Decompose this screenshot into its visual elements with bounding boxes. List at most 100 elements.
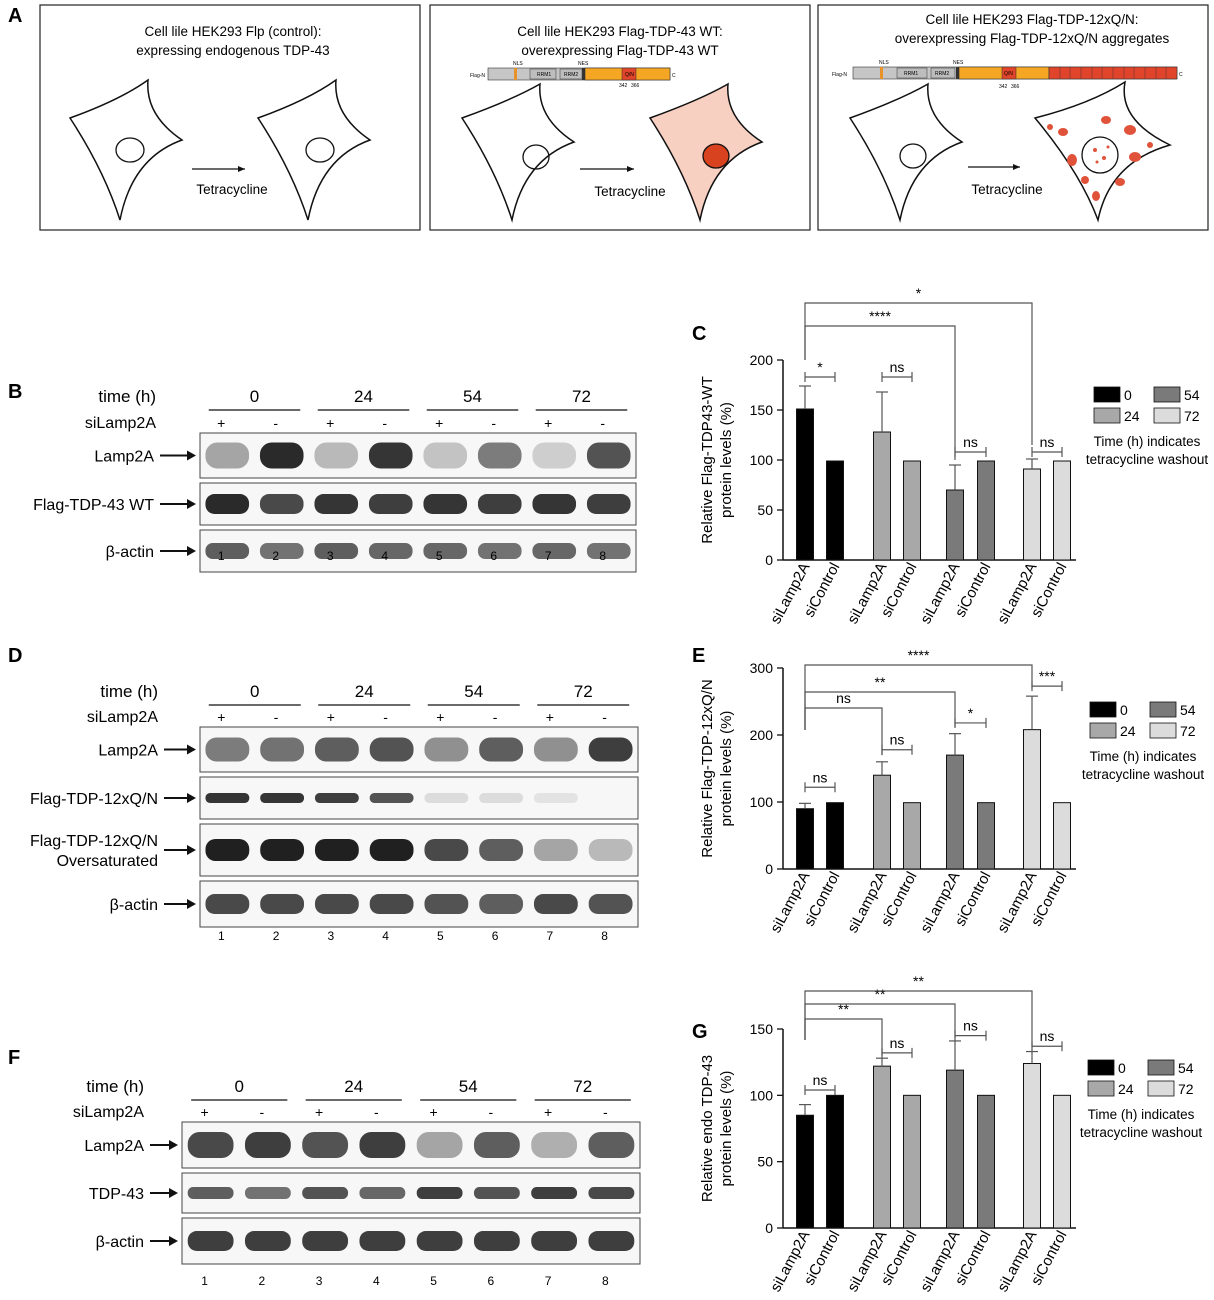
- row-arrow-head: [187, 546, 196, 556]
- row-arrow-head: [187, 450, 196, 461]
- panel-a-box-control: Cell lile HEK293 Flp (control): expressi…: [39, 4, 421, 231]
- significance-bracket-long: [804, 691, 956, 730]
- chart-g: 0 50 100 150 Relative endo TDP-43 protein lev…: [699, 973, 1076, 1295]
- blot-band: [533, 839, 578, 861]
- chart-e: 0 100 200 300 Relative Flag-TDP-12xQ/N protei…: [699, 647, 1076, 936]
- panel-letter-g: G: [692, 1021, 708, 1043]
- blot-band: [588, 737, 633, 762]
- legend-note-line1: Time (h) indicates: [1088, 1107, 1195, 1122]
- lane-sign: -: [260, 1104, 265, 1120]
- blot-row-label: Flag-TDP-12xQ/N: [30, 791, 158, 808]
- blot-band: [532, 543, 577, 559]
- bar: [946, 489, 964, 561]
- row-arrow-head: [187, 899, 196, 909]
- legend-note-line1: Time (h) indicates: [1090, 749, 1197, 764]
- lane-number: 6: [492, 929, 499, 943]
- bar: [977, 1094, 995, 1229]
- significance-label: **: [913, 973, 924, 989]
- blot-band: [532, 494, 577, 514]
- time-value: 54: [463, 387, 482, 406]
- blot-band: [588, 894, 633, 914]
- blot-row-label: TDP-43: [89, 1186, 144, 1203]
- blot-band: [259, 442, 304, 469]
- significance-label: ns: [836, 690, 851, 706]
- time-value: 24: [344, 1077, 363, 1096]
- blot-band: [314, 793, 359, 803]
- blot-row-label: β-actin: [96, 1234, 144, 1251]
- blot-band: [473, 1187, 520, 1199]
- blot-row-label: Lamp2A: [98, 743, 158, 760]
- lane-number: 5: [436, 549, 443, 563]
- legend-swatch: [1089, 701, 1117, 718]
- legend-swatch: [1093, 407, 1121, 424]
- lane-sign: -: [602, 709, 607, 725]
- blot-row-flag-qn: Flag-TDP-12xQ/N: [30, 776, 639, 820]
- panel-letter-e: E: [692, 645, 705, 667]
- lane-sign: -: [374, 1104, 379, 1120]
- cell-shape: [256, 78, 372, 221]
- significance-label: *: [968, 705, 974, 721]
- blot-row-label: Lamp2A: [94, 449, 154, 466]
- y-tick-label: 0: [765, 861, 773, 877]
- legend-label: 72: [1180, 723, 1196, 739]
- legend-label: 54: [1184, 387, 1200, 403]
- silamp2a-label: siLamp2A: [73, 1104, 144, 1121]
- lane-number: 6: [490, 549, 497, 563]
- category-label: siLamp2A: [994, 869, 1040, 936]
- bar: [946, 1069, 964, 1229]
- time-value: 72: [574, 682, 593, 701]
- lane-sign: +: [430, 1104, 438, 1120]
- row-arrow-head: [187, 793, 196, 803]
- category-label: siLamp2A: [767, 869, 813, 936]
- blot-band: [588, 1231, 635, 1251]
- blot-band: [260, 839, 305, 861]
- blot-band: [260, 737, 305, 762]
- bar: [796, 808, 814, 870]
- significance-label: **: [875, 674, 886, 690]
- time-value: 24: [355, 682, 374, 701]
- legend-label: 24: [1120, 723, 1136, 739]
- y-tick-label: 200: [750, 352, 774, 368]
- lane-number: 4: [373, 1274, 380, 1288]
- time-label: time (h): [86, 1077, 144, 1096]
- legend-label: 24: [1124, 408, 1140, 424]
- row-arrow-head: [169, 1236, 178, 1246]
- lane-sign: -: [489, 1104, 494, 1120]
- lane-sign: +: [217, 415, 225, 431]
- cell-shape: [848, 82, 964, 223]
- blot-band: [533, 737, 578, 762]
- lane-sign: -: [491, 415, 496, 431]
- silamp2a-label: siLamp2A: [87, 709, 158, 726]
- lane-number: 4: [381, 549, 388, 563]
- bar: [946, 754, 964, 870]
- significance-label: ns: [1040, 434, 1055, 450]
- blot-band: [369, 839, 414, 861]
- time-value: 54: [464, 682, 483, 701]
- y-tick-label: 0: [765, 552, 773, 568]
- lane-number: 5: [430, 1274, 437, 1288]
- panel-letter-a: A: [8, 5, 22, 27]
- bar: [826, 460, 844, 561]
- significance-label: ****: [869, 308, 891, 324]
- blot-row-flag-tdp43: Flag-TDP-43 WT: [33, 482, 637, 526]
- lane-number: 7: [547, 929, 554, 943]
- blot-band: [531, 1132, 578, 1158]
- blot-band: [187, 1132, 234, 1158]
- blot-band: [424, 793, 469, 803]
- time-value: 0: [235, 1077, 244, 1096]
- lane-sign: +: [315, 1104, 323, 1120]
- construct-c-term: C: [1179, 72, 1183, 78]
- blot-band: [477, 494, 522, 514]
- lane-number: 1: [201, 1274, 208, 1288]
- blot-band: [314, 894, 359, 914]
- blot-band: [424, 737, 469, 762]
- blot-band: [205, 494, 250, 514]
- box1-title-line1: Cell lile HEK293 Flp (control):: [144, 24, 321, 39]
- y-tick-label: 50: [757, 502, 773, 518]
- legend-label: 0: [1120, 702, 1128, 718]
- bar: [1023, 1062, 1041, 1229]
- blot-band: [533, 793, 578, 803]
- box3-arrow-label: Tetracycline: [971, 182, 1042, 197]
- blot-band: [586, 442, 631, 469]
